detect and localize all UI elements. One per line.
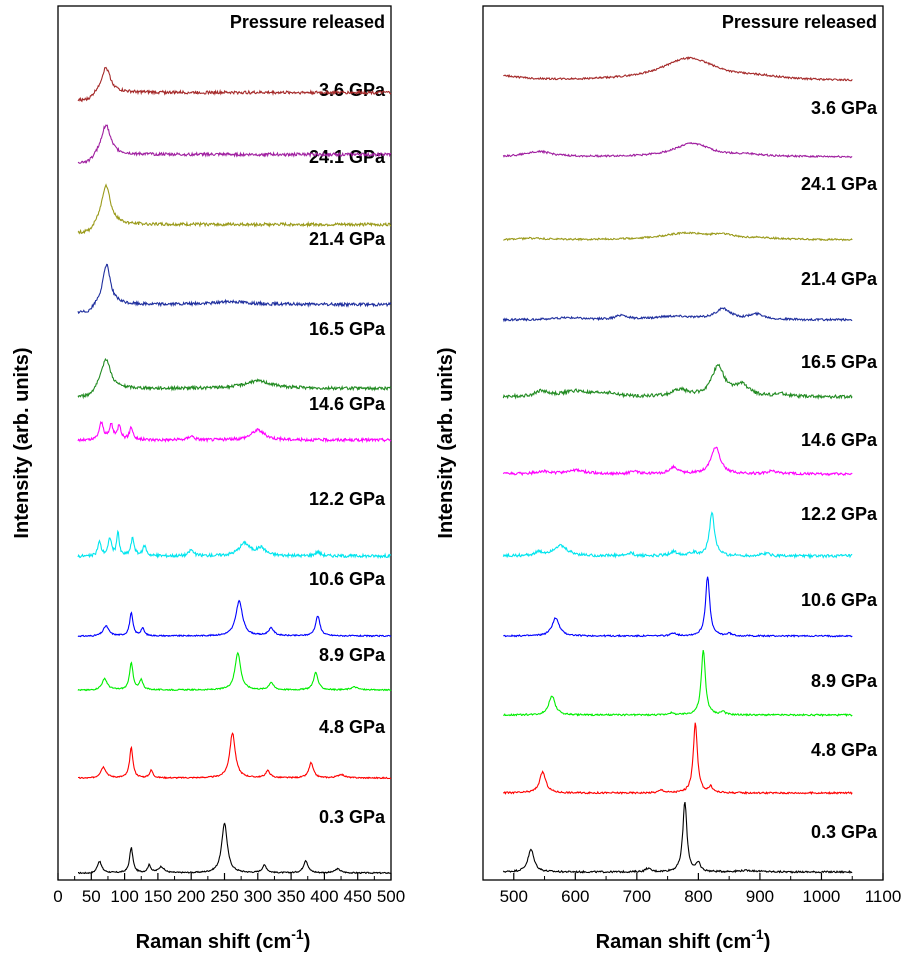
- series-label: Pressure released: [230, 12, 385, 32]
- series-label: 14.6 GPa: [801, 430, 878, 450]
- spectrum-line: [502, 446, 853, 477]
- x-tick-label: 500: [377, 887, 405, 906]
- spectrum-line: [77, 124, 391, 164]
- spectrum-line: [78, 822, 392, 875]
- x-tick-label: 1000: [803, 887, 841, 906]
- series-label: 3.6 GPa: [811, 98, 878, 118]
- spectrum-line: [502, 363, 853, 400]
- x-axis-label: Raman shift (cm-1): [596, 926, 771, 953]
- spectrum-line: [502, 307, 853, 323]
- series-label: 24.1 GPa: [309, 147, 386, 167]
- x-tick-label: 300: [244, 887, 272, 906]
- spectrum-line: [77, 183, 392, 235]
- series-label: 21.4 GPa: [801, 269, 878, 289]
- x-tick-label: 600: [561, 887, 589, 906]
- spectrum-line: [503, 230, 853, 242]
- series-label: 0.3 GPa: [319, 807, 386, 827]
- x-tick-label: 900: [746, 887, 774, 906]
- plot-frame: [482, 5, 884, 881]
- left-panel: 0 50 100 150 200 250 300 350 400 450 500 0.3 GPa 4.8…: [11, 5, 405, 953]
- y-axis-label: Intensity (arb. units): [435, 347, 457, 538]
- series-label: 8.9 GPa: [319, 645, 386, 665]
- plot-frame: [57, 5, 392, 881]
- spectrum-line: [77, 529, 392, 559]
- spectrum-line: [502, 649, 853, 717]
- x-tick-label: 250: [210, 887, 238, 906]
- series-label: 24.1 GPa: [801, 174, 878, 194]
- spectrum-line: [78, 732, 392, 780]
- series-label: 16.5 GPa: [309, 319, 386, 339]
- x-tick-label: 700: [623, 887, 651, 906]
- x-tick-label: 450: [344, 887, 372, 906]
- spectrum-line: [77, 263, 392, 314]
- series-label: 10.6 GPa: [309, 569, 386, 589]
- x-axis-label: Raman shift (cm-1): [136, 926, 311, 953]
- spectrum-line: [502, 511, 853, 560]
- x-tick-label: 200: [177, 887, 205, 906]
- spectrum-line: [77, 66, 392, 103]
- spectrum-line: [77, 357, 392, 400]
- spectrum-line: [502, 722, 853, 796]
- series-label: 12.2 GPa: [309, 489, 386, 509]
- y-axis-label: Intensity (arb. units): [11, 347, 33, 538]
- series-label: 4.8 GPa: [319, 717, 386, 737]
- series-label: 16.5 GPa: [801, 352, 878, 372]
- spectrum-line: [503, 576, 853, 638]
- spectrum-line: [77, 599, 392, 638]
- series-label: 0.3 GPa: [811, 822, 878, 842]
- spectrum-line: [503, 56, 853, 82]
- series-label: 10.6 GPa: [801, 590, 878, 610]
- x-tick-label: 800: [684, 887, 712, 906]
- x-tick-label: 350: [277, 887, 305, 906]
- series-label: 3.6 GPa: [319, 80, 386, 100]
- spectrum-line: [502, 801, 853, 874]
- spectrum-line: [77, 651, 392, 692]
- spectrum-line: [77, 420, 392, 444]
- series-label: 8.9 GPa: [811, 671, 878, 691]
- series-label: 12.2 GPa: [801, 504, 878, 524]
- series-label: 4.8 GPa: [811, 740, 878, 760]
- x-tick-label: 50: [82, 887, 101, 906]
- series-label: 14.6 GPa: [309, 394, 386, 414]
- x-tick-label: 150: [144, 887, 172, 906]
- x-tick-label: 1100: [865, 887, 902, 906]
- spectrum-line: [502, 141, 853, 159]
- x-tick-label: 0: [53, 887, 62, 906]
- x-tick-label: 400: [310, 887, 338, 906]
- series-label: Pressure released: [722, 12, 877, 32]
- series-label: 21.4 GPa: [309, 229, 386, 249]
- x-tick-label: 100: [110, 887, 138, 906]
- right-panel: 500 600 700 800 900 1000 1100 0.3 GPa 4.8 GPa 8.9…: [435, 5, 902, 953]
- x-tick-label: 500: [500, 887, 528, 906]
